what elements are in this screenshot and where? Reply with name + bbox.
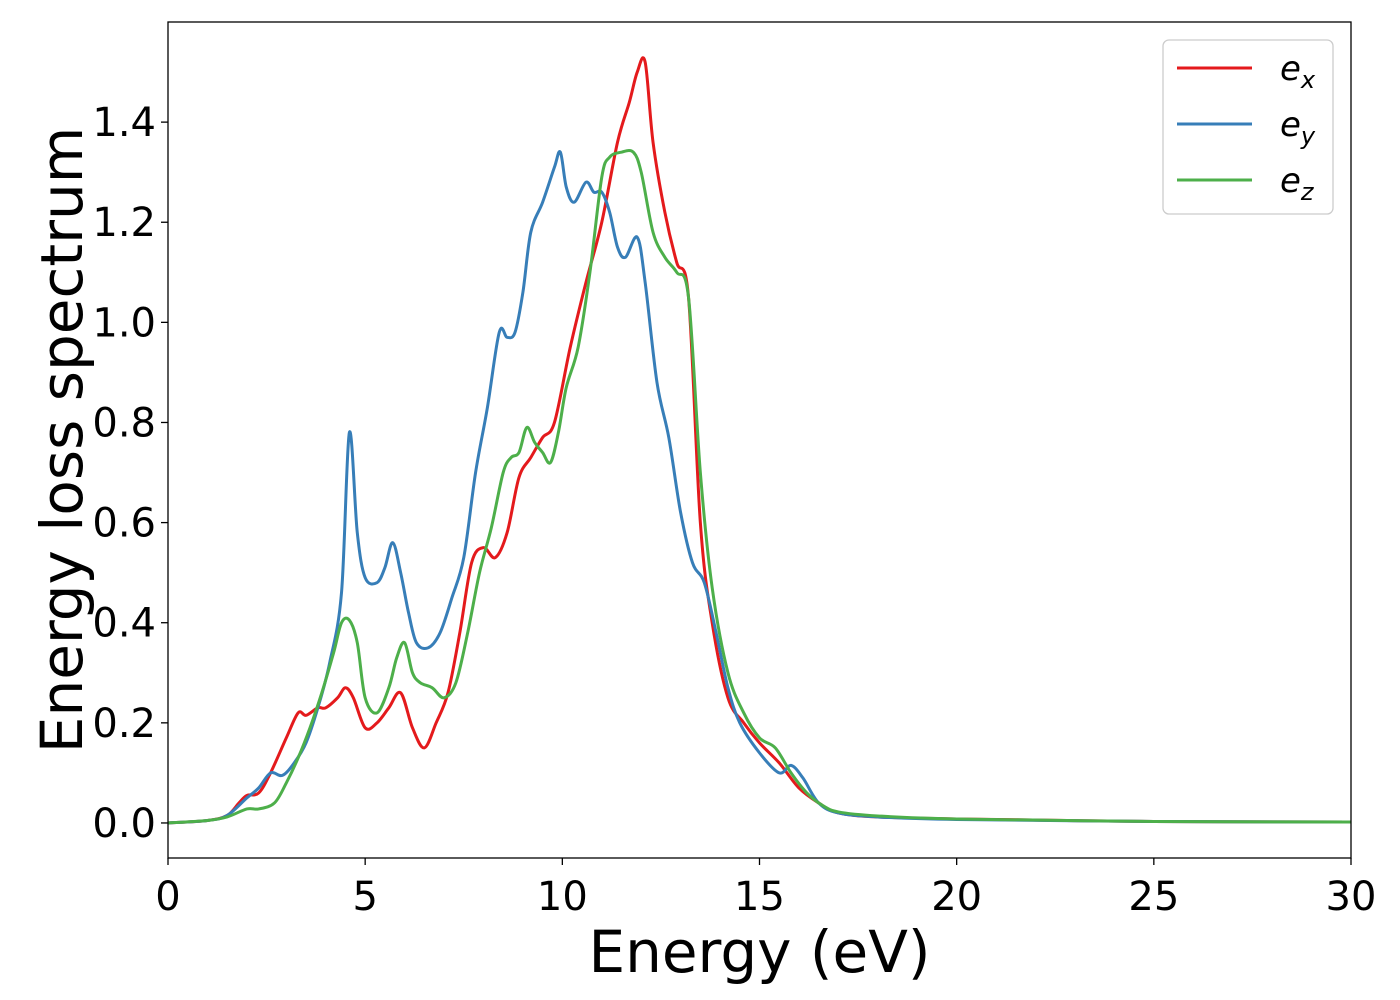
series-line-e_z xyxy=(168,148,1351,825)
x-tick-label: 20 xyxy=(931,874,982,920)
y-tick-label: 0.2 xyxy=(92,701,156,747)
legend: ex ey ez xyxy=(1162,39,1334,215)
series-line-e_y xyxy=(168,150,1351,825)
legend-label-e_z: ez xyxy=(1280,161,1315,206)
x-tick-label: 25 xyxy=(1128,874,1179,920)
x-tick-label: 0 xyxy=(155,874,180,920)
x-axis: 0 5 10 15 20 25 30 xyxy=(155,858,1376,920)
y-axis: 0.0 0.2 0.4 0.6 0.8 1.0 1.2 1.4 xyxy=(92,100,168,847)
y-tick-label: 1.0 xyxy=(92,300,156,346)
x-tick-label: 5 xyxy=(352,874,377,920)
y-axis-label: Energy loss spectrum xyxy=(28,127,96,753)
y-tick-label: 0.8 xyxy=(92,400,156,446)
x-tick-label: 10 xyxy=(537,874,588,920)
x-tick-label: 15 xyxy=(734,874,785,920)
y-tick-label: 0.4 xyxy=(92,601,156,647)
plot-content xyxy=(168,56,1351,825)
legend-label-e_x: ex xyxy=(1280,49,1316,94)
y-tick-label: 0.6 xyxy=(92,501,156,547)
x-axis-label: Energy (eV) xyxy=(588,918,930,986)
x-tick-label: 30 xyxy=(1326,874,1377,920)
legend-label-e_y: ey xyxy=(1280,105,1316,150)
legend-box xyxy=(1162,39,1334,215)
y-tick-label: 1.2 xyxy=(92,200,156,246)
y-tick-label: 1.4 xyxy=(92,100,156,146)
y-tick-label: 0.0 xyxy=(92,801,156,847)
